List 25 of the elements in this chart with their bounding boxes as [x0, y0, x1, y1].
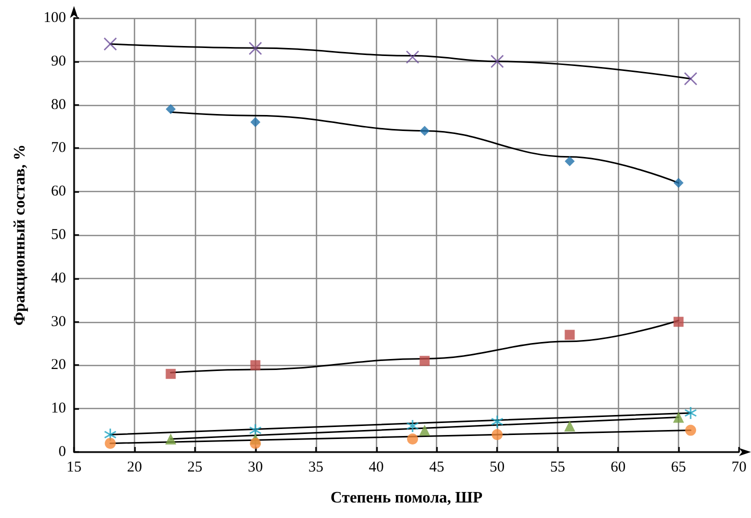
y-tick-label: 60	[51, 184, 66, 200]
x-tick-label: 30	[248, 460, 263, 476]
y-tick-label: 0	[58, 444, 66, 460]
x-tick-label: 25	[187, 460, 202, 476]
x-tick-label: 35	[308, 460, 324, 476]
y-tick-label: 70	[51, 140, 66, 156]
x-tick-label: 60	[610, 460, 626, 476]
x-tick-label: 40	[368, 460, 384, 476]
y-tick-label: 100	[44, 10, 66, 26]
x-tick-label: 70	[732, 460, 746, 476]
x-tick-label: 15	[66, 460, 82, 476]
y-tick-label: 30	[51, 314, 66, 330]
y-tick-label: 50	[51, 227, 66, 243]
y-tick-label: 90	[51, 53, 66, 70]
y-axis-title: Фракционный состав, %	[12, 144, 28, 326]
x-tick-label: 45	[429, 460, 444, 476]
y-tick-label: 80	[51, 96, 66, 113]
x-tick-label: 65	[671, 460, 686, 476]
x-tick-label: 55	[550, 460, 566, 476]
y-tick-label: 40	[51, 270, 66, 286]
y-tick-label: 20	[51, 357, 66, 374]
y-tick-label: 10	[51, 400, 66, 417]
x-tick-label: 20	[126, 460, 142, 476]
x-axis-title: Степень помола, ШР	[330, 490, 483, 506]
x-tick-label: 50	[490, 460, 505, 476]
